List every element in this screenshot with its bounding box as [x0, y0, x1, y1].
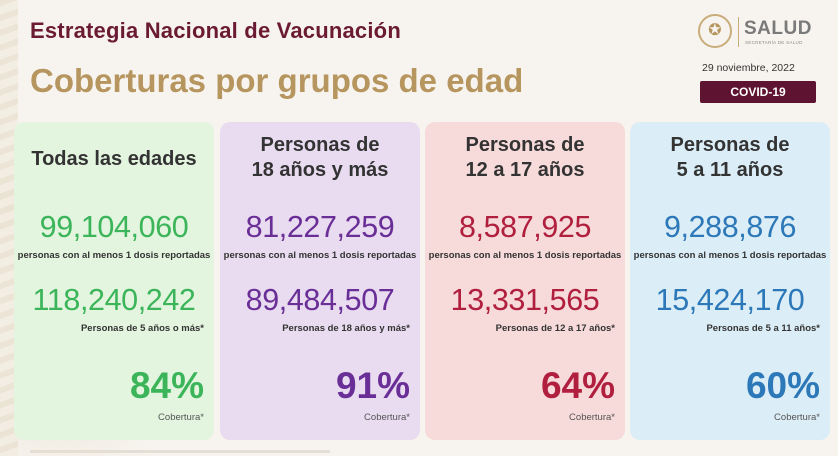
coverage-label: Cobertura*: [364, 412, 410, 423]
card-12-17: Personas de 12 a 17 años 8,587,925 perso…: [425, 122, 625, 440]
card-all-ages: Todas las edades 99,104,060 personas con…: [14, 122, 214, 440]
card-title: Personas de 5 a 11 años: [630, 133, 830, 183]
coverage-label: Cobertura*: [774, 412, 820, 423]
vaccinated-count: 81,227,259: [245, 210, 395, 244]
coverage-percent: 64%: [540, 365, 615, 406]
card-title-line1: Personas de: [465, 134, 585, 156]
card-5-11: Personas de 5 a 11 años 9,288,876 person…: [630, 122, 830, 440]
card-title: Todas las edades: [14, 147, 214, 172]
coverage-percent: 60%: [745, 365, 820, 406]
logo-divider: [738, 17, 739, 47]
mexico-seal-icon: ✪: [698, 14, 732, 48]
salud-logo: ✪ SALUD SECRETARÍA DE SALUD: [698, 14, 816, 54]
card-title: Personas de 12 a 17 años: [425, 133, 625, 183]
coverage-percent: 91%: [335, 365, 410, 406]
population-label: Personas de 5 a 11 años*: [706, 323, 820, 334]
card-18-plus: Personas de 18 años y más 81,227,259 per…: [220, 122, 420, 440]
card-title-line2: 18 años y más: [251, 159, 389, 181]
population-count: 118,240,242: [32, 283, 196, 317]
card-title-line1: Todas las edades: [31, 148, 197, 170]
vaccinated-count: 9,288,876: [663, 210, 797, 244]
coverage-percent: 84%: [129, 365, 204, 406]
vaccinated-count: 8,587,925: [458, 210, 592, 244]
logo-name: SALUD: [744, 18, 812, 39]
vaccinated-label: personas con al menos 1 dosis reportadas: [633, 250, 827, 261]
card-title-line1: Personas de: [260, 134, 380, 156]
coverage-label: Cobertura*: [569, 412, 615, 423]
population-label: Personas de 5 años o más*: [80, 323, 204, 334]
population-count: 13,331,565: [450, 283, 600, 317]
vaccinated-label: personas con al menos 1 dosis reportadas: [428, 250, 622, 261]
page-subtitle: Coberturas por grupos de edad: [30, 62, 524, 99]
card-title-line2: 5 a 11 años: [676, 159, 784, 181]
population-count: 15,424,170: [655, 283, 805, 317]
coverage-label: Cobertura*: [158, 412, 204, 423]
population-label: Personas de 12 a 17 años*: [495, 323, 615, 334]
vaccinated-label: personas con al menos 1 dosis reportadas: [223, 250, 417, 261]
footer-note-line: [30, 450, 330, 453]
card-title: Personas de 18 años y más: [220, 133, 420, 183]
card-title-line2: 12 a 17 años: [465, 159, 585, 181]
decorative-stripe: [0, 0, 18, 456]
population-count: 89,484,507: [245, 283, 395, 317]
population-label: Personas de 18 años y más*: [282, 323, 410, 334]
card-title-line1: Personas de: [670, 134, 790, 156]
report-date: 29 noviembre, 2022: [702, 62, 795, 74]
vaccinated-label: personas con al menos 1 dosis reportadas: [17, 250, 211, 261]
covid-badge: COVID-19: [700, 81, 816, 103]
page-title: Estrategia Nacional de Vacunación: [30, 18, 401, 43]
vaccinated-count: 99,104,060: [39, 210, 189, 244]
logo-subtitle: SECRETARÍA DE SALUD: [745, 40, 803, 45]
